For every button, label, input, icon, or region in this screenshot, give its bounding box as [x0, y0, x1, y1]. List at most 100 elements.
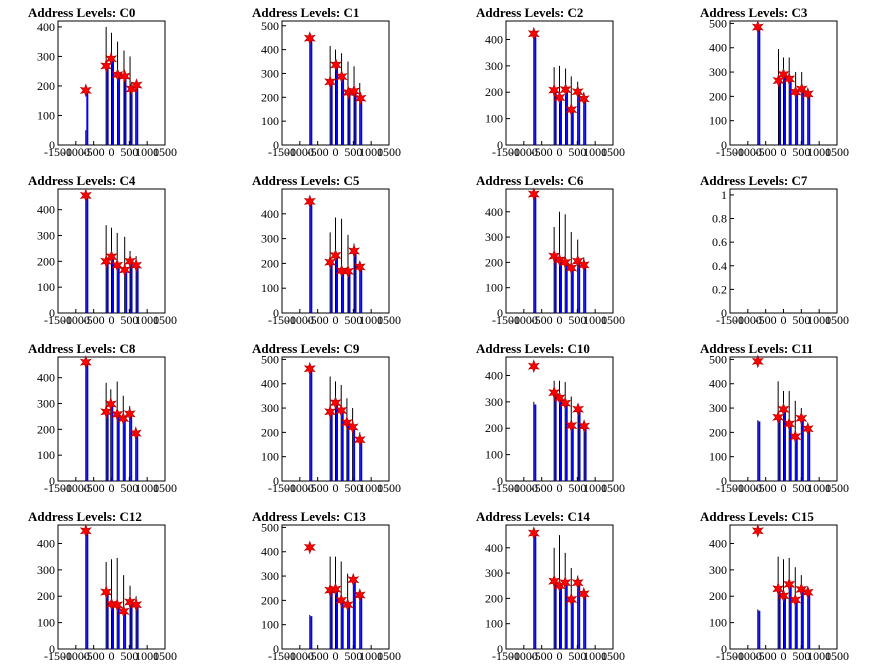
peak-star-marker	[123, 406, 136, 421]
peak-star-marker	[329, 395, 342, 410]
y-tick-label: 300	[261, 232, 279, 246]
peak-star-marker	[118, 262, 131, 277]
peak-star-marker	[577, 257, 590, 272]
x-tick-label: -1500	[492, 481, 520, 495]
x-tick-label: -500	[307, 481, 329, 495]
y-tick-label: 100	[261, 450, 279, 464]
peak-star-marker	[571, 84, 584, 99]
x-tick-label: 500	[568, 649, 586, 663]
y-tick-label: 300	[37, 229, 55, 243]
chart-title: Address Levels: C13	[252, 509, 366, 524]
peak-star-marker	[795, 411, 808, 426]
chart-title: Address Levels: C9	[252, 341, 360, 356]
y-tick-label: 400	[709, 536, 727, 550]
x-tick-label: 1000	[135, 145, 159, 159]
x-tick-label: 500	[568, 481, 586, 495]
y-tick-label: 100	[37, 448, 55, 462]
chart-title: Address Levels: C2	[476, 5, 583, 20]
x-tick-label: -500	[83, 145, 105, 159]
y-tick-label: 400	[261, 545, 279, 559]
x-tick-label: 1000	[583, 145, 607, 159]
peak-star-marker	[772, 581, 785, 596]
y-tick-label: 100	[37, 280, 55, 294]
x-tick-label: -500	[83, 313, 105, 327]
x-tick-label: 1500	[601, 313, 625, 327]
peak-star-marker	[329, 248, 342, 263]
peak-star-marker	[553, 390, 566, 405]
x-tick-label: 1500	[601, 649, 625, 663]
chart-title: Address Levels: C7	[700, 173, 808, 188]
x-tick-label: -1500	[268, 145, 296, 159]
y-tick-label: 400	[709, 377, 727, 391]
y-tick-label: 200	[261, 593, 279, 607]
peak-star-marker	[577, 586, 590, 601]
y-tick-label: 400	[261, 43, 279, 57]
peak-star-marker	[303, 540, 316, 555]
x-tick-label: 1500	[825, 145, 849, 159]
peak-star-marker	[548, 385, 561, 400]
chart-title: Address Levels: C15	[700, 509, 814, 524]
x-tick-label: 500	[568, 313, 586, 327]
x-tick-label: 500	[120, 313, 138, 327]
y-tick-label: 100	[709, 616, 727, 630]
x-tick-label: 1500	[377, 481, 401, 495]
x-tick-label: -1500	[716, 481, 744, 495]
chart-title: Address Levels: C8	[28, 341, 136, 356]
x-tick-label: 1000	[807, 649, 831, 663]
x-tick-label: -500	[755, 481, 777, 495]
y-tick-label: 100	[261, 618, 279, 632]
x-tick-label: 0	[781, 145, 787, 159]
peak-star-marker	[100, 585, 113, 599]
x-tick-label: -500	[83, 481, 105, 495]
x-tick-label: 0	[781, 481, 787, 495]
peak-star-marker	[111, 67, 124, 82]
peak-star-marker	[124, 595, 137, 609]
y-tick-label: 100	[485, 617, 503, 631]
x-tick-label: -1000	[62, 481, 90, 495]
y-tick-label: 100	[37, 108, 55, 122]
y-tick-label: 400	[37, 203, 55, 217]
x-tick-label: -1000	[510, 313, 538, 327]
y-tick-label: 100	[709, 450, 727, 464]
x-tick-label: 1000	[359, 145, 383, 159]
peak-star-marker	[129, 426, 142, 441]
peak-star-marker	[104, 397, 117, 411]
peak-star-marker	[571, 575, 584, 590]
x-tick-label: 1000	[807, 313, 831, 327]
x-tick-label: -1000	[734, 145, 762, 159]
peak-star-marker	[559, 255, 572, 270]
peak-star-marker	[789, 592, 802, 607]
y-tick-label: 200	[485, 591, 503, 605]
chart-title: Address Levels: C5	[252, 173, 360, 188]
y-tick-label: 200	[37, 79, 55, 93]
x-tick-label: 500	[344, 145, 362, 159]
chart-panel-11: Address Levels: C11 0 100 200 300 400 500 -1500…	[700, 341, 849, 495]
peak-star-marker	[548, 249, 561, 264]
x-tick-label: 1000	[135, 649, 159, 663]
x-tick-label: -1500	[716, 145, 744, 159]
y-tick-label: 0	[721, 138, 727, 152]
x-tick-label: 0	[333, 649, 339, 663]
peak-star-marker	[783, 577, 796, 592]
x-tick-label: 1000	[583, 481, 607, 495]
y-tick-label: 500	[261, 520, 279, 534]
peak-star-marker	[79, 355, 92, 370]
peak-star-marker	[801, 585, 814, 600]
x-tick-label: -1000	[734, 313, 762, 327]
x-tick-label: 0	[557, 313, 563, 327]
x-tick-label: -1000	[286, 649, 314, 663]
x-tick-label: 0	[109, 313, 115, 327]
peak-star-marker	[527, 526, 540, 541]
x-tick-label: 500	[568, 145, 586, 159]
y-tick-label: 500	[261, 352, 279, 366]
y-tick-label: 400	[485, 368, 503, 382]
chart-panel-2: Address Levels: C2 0 100 200 300 400 -1500-100…	[476, 5, 625, 159]
chart-panel-0: Address Levels: C0 0 100 200 300 400 -1500-100…	[28, 5, 177, 159]
x-tick-label: -1500	[268, 481, 296, 495]
peak-star-marker	[335, 403, 348, 418]
peak-star-marker	[348, 84, 361, 99]
y-tick-label: 400	[485, 32, 503, 46]
peak-star-marker	[341, 264, 355, 279]
chart-title: Address Levels: C6	[476, 173, 584, 188]
peak-star-marker	[130, 597, 143, 612]
